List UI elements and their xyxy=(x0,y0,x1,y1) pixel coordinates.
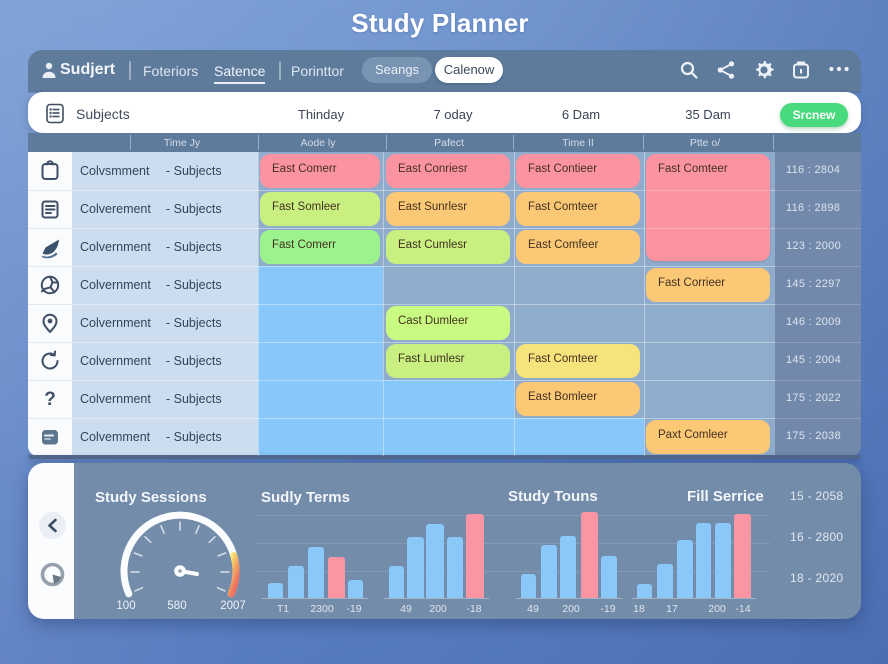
svg-text:?: ? xyxy=(44,389,56,410)
